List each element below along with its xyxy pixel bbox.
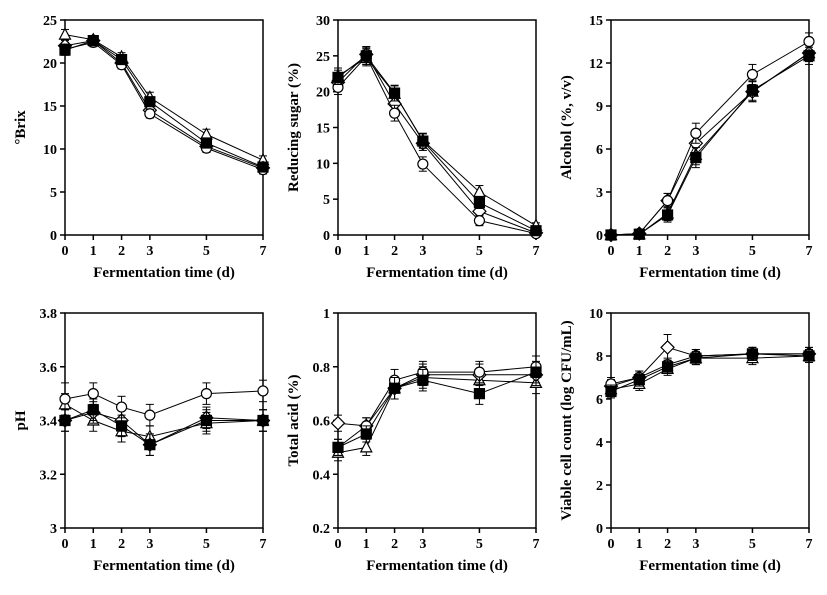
svg-text:10: 10 (316, 157, 330, 172)
svg-text:1: 1 (323, 307, 330, 322)
svg-text:5: 5 (476, 537, 483, 552)
svg-text:0: 0 (596, 522, 603, 537)
svg-text:3: 3 (692, 244, 699, 259)
svg-text:0.6: 0.6 (313, 414, 331, 429)
chart-ph: 3 3.2 3.4 3.6 3.8 0 1 2 3 5 7 Fermentation time (d)… (10, 303, 273, 583)
svg-text:0: 0 (62, 244, 69, 259)
svg-text:Alcohol (%, v/v): Alcohol (%, v/v) (559, 75, 575, 180)
chart-reducing_sugar: 0 5 10 15 20 25 30 0 1 2 3 5 7 Fermentation time (d) R… (283, 10, 546, 290)
svg-text:3: 3 (146, 244, 153, 259)
svg-text:3: 3 (692, 537, 699, 552)
svg-text:10: 10 (43, 143, 57, 158)
svg-text:Fermentation time (d): Fermentation time (d) (639, 558, 781, 574)
svg-text:1: 1 (90, 537, 97, 552)
svg-text:2: 2 (391, 244, 398, 259)
svg-text:1: 1 (636, 244, 643, 259)
svg-text:1: 1 (90, 244, 97, 259)
svg-text:Reducing sugar (%): Reducing sugar (%) (286, 63, 302, 192)
svg-text:7: 7 (260, 244, 267, 259)
svg-text:6: 6 (596, 393, 603, 408)
svg-text:4: 4 (596, 436, 603, 451)
svg-text:3.8: 3.8 (40, 307, 58, 322)
svg-text:15: 15 (43, 100, 57, 115)
chart-viable_cell: 0 2 4 6 8 10 0 1 2 3 5 7 Fermentation time (d) Viable… (556, 303, 819, 583)
svg-text:3.6: 3.6 (40, 360, 58, 375)
svg-text:2: 2 (664, 537, 671, 552)
svg-text:25: 25 (43, 14, 57, 29)
svg-text:0: 0 (335, 244, 342, 259)
chart-alcohol: 03691215012357Fermentation time (d)Alcoh… (556, 10, 819, 290)
svg-text:6: 6 (596, 143, 603, 158)
svg-text:7: 7 (806, 244, 813, 259)
svg-text:5: 5 (50, 186, 57, 201)
svg-text:Viable cell count (log CFU/mL): Viable cell count (log CFU/mL) (559, 320, 575, 520)
svg-text:Fermentation time (d): Fermentation time (d) (639, 265, 781, 281)
svg-text:5: 5 (203, 537, 210, 552)
panel-brix: 0 5 10 15 20 25 0 1 2 3 5 7 Fermentation time (d) °Br… (10, 10, 273, 293)
svg-text:1: 1 (363, 244, 370, 259)
svg-text:2: 2 (596, 479, 603, 494)
svg-text:25: 25 (316, 50, 330, 65)
svg-text:0: 0 (323, 229, 330, 244)
svg-text:3: 3 (146, 537, 153, 552)
svg-text:0: 0 (335, 537, 342, 552)
svg-text:0.4: 0.4 (313, 468, 331, 483)
svg-text:7: 7 (533, 537, 540, 552)
svg-text:0: 0 (50, 229, 57, 244)
svg-text:15: 15 (316, 122, 330, 137)
chart-total_acid: 0.2 0.4 0.6 0.8 1 0 1 2 3 5 7 Fermentation time (d)… (283, 303, 546, 583)
svg-text:30: 30 (316, 14, 330, 29)
svg-text:0: 0 (62, 537, 69, 552)
svg-text:3: 3 (50, 522, 57, 537)
svg-text:3: 3 (596, 186, 603, 201)
svg-text:15: 15 (589, 14, 603, 29)
svg-text:9: 9 (596, 100, 603, 115)
chart-grid: 0510152025012357Fermentation time (d)°Br… (10, 10, 817, 585)
svg-text:0: 0 (596, 229, 603, 244)
svg-text:2: 2 (118, 244, 125, 259)
svg-text:1: 1 (363, 537, 370, 552)
svg-text:0.8: 0.8 (313, 360, 331, 375)
svg-text:20: 20 (43, 57, 57, 72)
svg-text:20: 20 (316, 86, 330, 101)
panel-alcohol: 03691215012357Fermentation time (d)Alcoh… (556, 10, 819, 293)
svg-text:5: 5 (203, 244, 210, 259)
panel-viable_cell: 0 2 4 6 8 10 0 1 2 3 5 7 Fermentation time (d) Viable… (556, 303, 819, 586)
svg-text:Fermentation time (d): Fermentation time (d) (93, 558, 235, 574)
panel-ph: 3 3.2 3.4 3.6 3.8 0 1 2 3 5 7 Fermentation time (d)… (10, 303, 273, 586)
svg-text:2: 2 (664, 244, 671, 259)
svg-text:7: 7 (533, 244, 540, 259)
svg-text:Fermentation time (d): Fermentation time (d) (366, 265, 508, 281)
svg-text:3.4: 3.4 (40, 414, 58, 429)
svg-text:Fermentation time (d): Fermentation time (d) (93, 265, 235, 281)
svg-text:2: 2 (391, 537, 398, 552)
svg-text:3: 3 (419, 537, 426, 552)
svg-text:5: 5 (749, 537, 756, 552)
svg-text:10: 10 (589, 307, 603, 322)
chart-brix: 0 5 10 15 20 25 0 1 2 3 5 7 Fermentation time (d) °Br… (10, 10, 273, 290)
panel-reducing_sugar: 0 5 10 15 20 25 30 0 1 2 3 5 7 Fermentation time (d) R… (283, 10, 546, 293)
svg-text:0.2: 0.2 (313, 522, 331, 537)
svg-text:1: 1 (636, 537, 643, 552)
svg-text:Fermentation time (d): Fermentation time (d) (366, 558, 508, 574)
svg-text:Total acid (%): Total acid (%) (286, 374, 302, 466)
svg-text:7: 7 (806, 537, 813, 552)
svg-text:12: 12 (589, 57, 603, 72)
panel-total_acid: 0.2 0.4 0.6 0.8 1 0 1 2 3 5 7 Fermentation time (d)… (283, 303, 546, 586)
svg-text:3.2: 3.2 (40, 468, 58, 483)
svg-text:5: 5 (323, 193, 330, 208)
svg-text:0: 0 (608, 537, 615, 552)
svg-text:pH: pH (13, 410, 29, 430)
svg-text:8: 8 (596, 350, 603, 365)
svg-text:2: 2 (118, 537, 125, 552)
svg-text:5: 5 (749, 244, 756, 259)
svg-text:5: 5 (476, 244, 483, 259)
svg-text:7: 7 (260, 537, 267, 552)
svg-text:°Brix: °Brix (13, 110, 29, 145)
svg-text:3: 3 (419, 244, 426, 259)
svg-text:0: 0 (608, 244, 615, 259)
